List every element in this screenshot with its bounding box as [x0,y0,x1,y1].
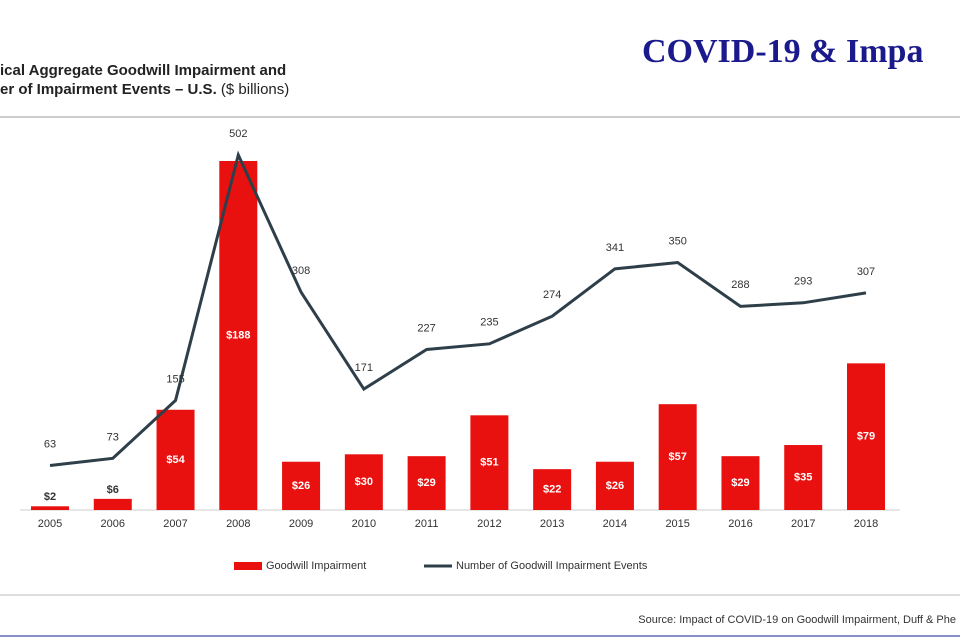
legend-label: Goodwill Impairment [266,560,366,572]
value-label: $22 [543,483,561,495]
value-label: $188 [226,329,250,341]
value-label: $2 [44,491,56,503]
value-label: 502 [229,128,247,140]
x-tick-label: 2007 [163,518,187,530]
chart-title-unit: ($ billions) [221,81,289,98]
bar [721,456,760,510]
value-label: $51 [480,457,498,469]
x-tick-label: 2018 [854,518,878,530]
value-label: 227 [417,322,435,334]
x-tick-label: 2013 [540,518,564,530]
bar [533,469,572,510]
value-label: 288 [731,279,749,291]
bar [470,415,509,510]
value-label: 73 [107,431,119,443]
bar [784,445,823,510]
x-tick-label: 2009 [289,518,313,530]
chart-title: er of Impairment Events – U.S. [0,81,217,98]
bar [847,363,885,510]
bar [31,506,69,510]
value-label: $30 [355,476,373,488]
value-label: $26 [292,480,310,492]
value-label: 155 [166,373,184,385]
value-label: $26 [606,480,624,492]
bar [344,454,383,510]
value-label: 171 [355,362,373,374]
chart-title: er of Impairment Events – U.S. ($ billio… [0,81,289,98]
bar [282,461,321,510]
value-label: $57 [669,451,687,463]
x-tick-label: 2012 [477,518,501,530]
value-label: $29 [417,477,435,489]
bar [658,404,697,510]
value-label: 274 [543,289,561,301]
x-tick-label: 2010 [352,518,376,530]
x-tick-label: 2008 [226,518,250,530]
value-label: 350 [669,235,687,247]
chart-title: ical Aggregate Goodwill Impairment and [0,62,286,79]
x-tick-label: 2015 [665,518,689,530]
line [49,150,867,467]
bar [595,461,634,510]
bar [93,498,132,510]
x-tick-label: 2014 [603,518,627,530]
value-label: $6 [107,484,119,496]
value-label: 63 [44,438,56,450]
value-label: $35 [794,471,812,483]
legend-swatch [234,562,262,570]
value-label: 341 [606,242,624,254]
source: Source: Impact of COVID-19 on Goodwill I… [638,614,956,626]
slide-header: COVID-19 & Impa [642,33,923,70]
value-label: 293 [794,276,812,288]
x-tick-label: 2016 [728,518,752,530]
value-label: 235 [480,317,498,329]
plot: 2005 2006 2007 2008 2009 2010 2011 2012 2013 2014… [20,128,900,572]
value-label: 307 [857,266,875,278]
value-label: $79 [857,431,875,443]
value-label: $54 [166,454,185,466]
x-tick-label: 2006 [101,518,125,530]
bar [407,456,446,510]
x-tick-label: 2005 [38,518,62,530]
x-tick-label: 2017 [791,518,815,530]
value-label: 308 [292,265,310,277]
value-label: $29 [731,477,749,489]
x-tick-label: 2011 [415,518,439,530]
bar [156,409,195,510]
bar [219,161,258,510]
legend-label: Number of Goodwill Impairment Events [456,560,648,572]
